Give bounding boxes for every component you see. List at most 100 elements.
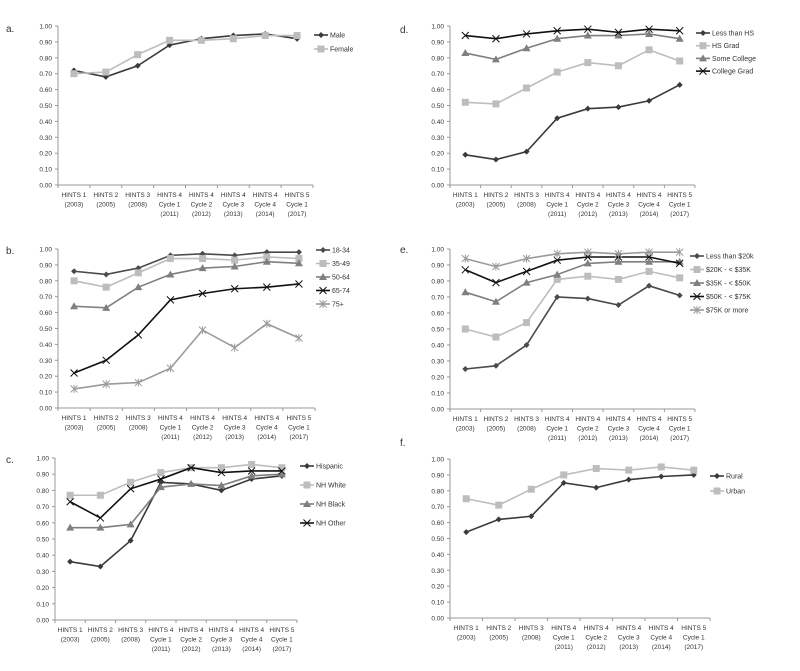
x-tick-label-line: Cycle 1 [669,202,691,209]
marker-diamond [97,563,104,570]
x-tick-label-line: (2011) [555,644,573,651]
y-tick-label: 0.70 [431,295,444,302]
marker-diamond [714,473,720,479]
legend-item: Female [314,45,353,54]
legend-label: 18-34 [332,248,350,255]
x-tick-label: HINTS 4 Cycle 4 (2014) [649,625,674,651]
marker-x [217,468,226,477]
x-tick-label-line: Cycle 4 [638,202,660,209]
legend-label: College Grad [712,69,753,76]
marker-triangle [66,523,75,531]
marker-square [592,465,600,473]
marker-triangle [230,262,239,270]
marker-star [134,378,143,387]
x-tick-label-line: Cycle 3 [222,202,244,209]
x-tick-label: HINTS 4 Cycle 3 (2013) [221,192,246,218]
marker-x [66,497,74,506]
series-35-49 [70,253,303,291]
marker-triangle [645,29,654,37]
x-tick-label-line: HINTS 5 [667,416,692,423]
marker-square [645,46,653,54]
x-tick-label-line: HINTS 4 [637,192,662,199]
y-tick-label: 0.30 [431,359,444,366]
x-tick-label-line: (2005) [489,635,508,642]
marker-diamond [523,148,530,155]
marker-triangle [583,31,592,39]
y-tick-label: 1.00 [39,24,52,31]
x-tick-label-line: (2003) [457,635,476,642]
marker-square [462,495,470,503]
chart-panel-b: b. 0.00 0.10 0.20 0.30 0.40 0.50 0.60 0.70 0.80 0.… [6,246,350,441]
x-tick-label-line: HINTS 4 [584,625,609,632]
marker-square [127,478,135,486]
x-tick-label-line: (2008) [128,202,147,209]
x-tick-label-line: (2014) [242,646,261,653]
legend-label: NH Other [316,521,346,528]
x-tick-label-line: HINTS 4 [239,627,264,634]
y-tick-label: 0.50 [431,327,444,334]
marker-star [461,254,470,263]
marker-x [70,369,78,377]
series-75- [70,319,303,393]
marker-square [166,36,174,44]
panel-label: a. [6,24,14,35]
marker-square [248,460,256,468]
y-tick-label: 0.10 [431,167,444,174]
x-tick-label-line: Cycle 1 [553,635,575,642]
x-tick-label-line: (2013) [609,435,628,442]
x-tick-label-line: HINTS 4 [649,625,674,632]
x-tick-label-line: HINTS 5 [286,415,311,422]
marker-x [126,484,135,493]
marker-x [492,278,500,287]
x-tick-label-line: (2013) [619,644,638,651]
marker-x [319,286,327,295]
legend-item: HS Grad [696,42,739,50]
marker-triangle [262,257,271,265]
marker-x [230,284,239,293]
marker-square [657,463,665,471]
x-tick-label: HINTS 1 (2003) [453,416,478,433]
x-tick-label-line: (2005) [91,637,110,644]
marker-triangle [277,470,286,478]
x-tick-label-line: HINTS 4 [606,192,631,199]
y-tick-label: 0.20 [36,585,49,592]
marker-diamond [492,156,499,163]
series-less-than-20k [462,282,683,372]
marker-triangle [187,479,196,487]
marker-triangle [70,302,79,310]
x-tick-label-line: HINTS 5 [681,625,706,632]
x-tick-label: HINTS 3 (2008) [514,192,539,209]
marker-square [217,464,225,472]
x-tick-label-line: HINTS 5 [667,192,692,199]
x-tick-label-line: HINTS 4 [575,416,600,423]
legend-label: HS Grad [712,43,739,50]
marker-star [583,248,592,257]
x-tick-label-line: Cycle 4 [638,426,660,433]
marker-star [675,248,684,257]
x-tick-label-line: (2017) [290,434,309,441]
x-tick-label-line: HINTS 4 [221,192,246,199]
marker-square [676,274,684,282]
marker-x [96,514,105,522]
x-tick-label-line: (2011) [161,434,179,441]
marker-x [166,296,175,304]
y-tick-label: 0.00 [431,407,444,414]
legend-item: Less than HS [696,30,754,38]
series-line [69,475,282,568]
y-tick-label: 0.10 [431,391,444,398]
marker-x [492,34,500,43]
marker-triangle [217,481,226,489]
legend-label: Less than HS [712,31,754,38]
legend-label: 50-64 [332,275,350,282]
chart-panel-e: e. 0.00 0.10 0.20 0.30 0.40 0.50 0.60 0.70 0.80 0.… [400,245,754,442]
x-tick-label-line: HINTS 1 [453,416,478,423]
legend-item: Rural [710,473,743,481]
x-tick-label: HINTS 4 Cycle 3 (2013) [222,415,247,441]
x-tick-label-line: (2013) [212,646,231,653]
marker-x [461,31,470,40]
x-tick-label-line: HINTS 5 [285,192,310,199]
y-tick-label: 0.20 [431,375,444,382]
y-tick-label: 0.20 [39,374,52,381]
panel-label: d. [400,25,408,36]
y-tick-label: 0.30 [36,569,49,576]
